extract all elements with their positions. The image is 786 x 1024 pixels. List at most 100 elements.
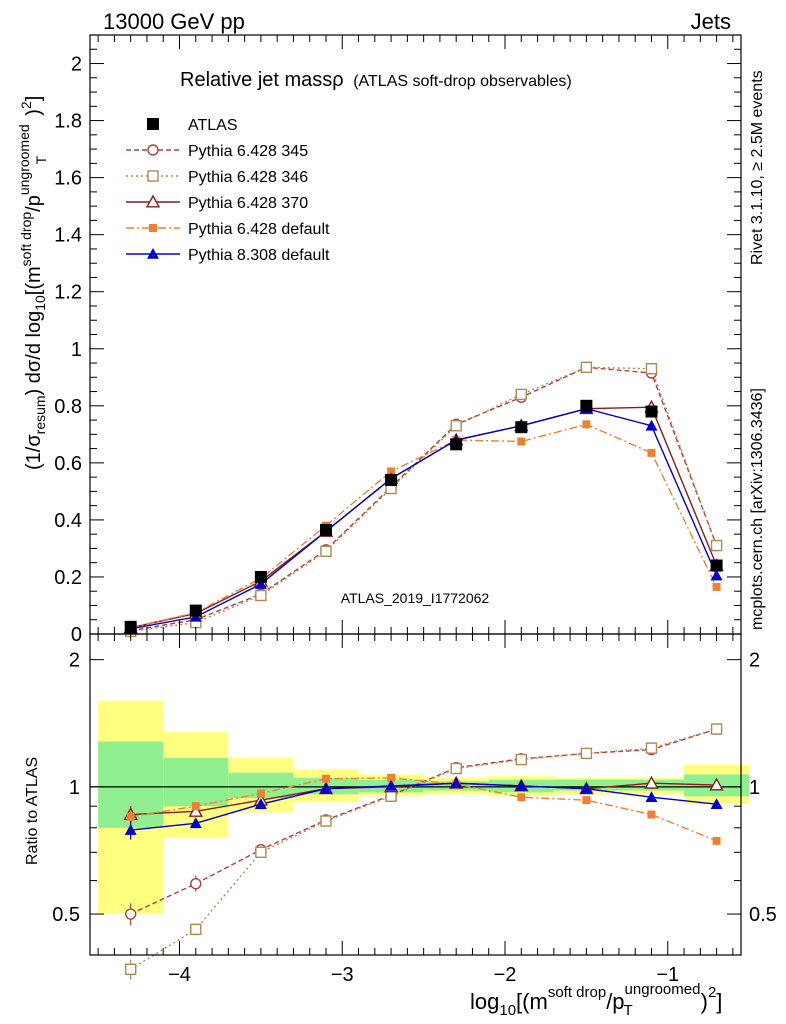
data-point-atlas	[645, 405, 658, 418]
data-point-pythia-6-428-default	[712, 582, 721, 591]
ratio-line-pythia-6-428-default	[130, 777, 717, 842]
ratio-y-axis-label: Ratio to ATLAS	[24, 757, 41, 865]
legend-label-pythia-6-428-default: Pythia 6.428 default	[188, 221, 330, 238]
data-point-pythia-8-308-default	[710, 569, 723, 581]
main-y-tick-label: 2	[71, 54, 82, 76]
legend-marker-pythia-6-428-default	[149, 224, 157, 232]
data-point-pythia-6-428-346	[580, 361, 593, 374]
legend-marker-pythia-8-308-default	[147, 248, 159, 259]
header-left: 13000 GeV pp	[103, 9, 245, 34]
data-point-pythia-6-428-346	[320, 545, 332, 557]
ratio-point-pythia-6-428-default	[647, 810, 656, 819]
ratio-panel: −4 −3 −2 −1 0.5 0.5 1 1 2 2	[52, 633, 777, 986]
legend-marker-pythia-6-428-345	[147, 144, 159, 156]
ratio-y-tick-label-left: 2	[69, 650, 80, 672]
ratio-point-pythia-6-428-370	[188, 803, 203, 817]
ratio-point-pythia-6-428-default	[712, 836, 721, 845]
x-axis-label: log10[(msoft drop/pungroomed T)2]	[470, 981, 722, 1019]
chart-title: Relative jet massρ (ATLAS soft-drop obse…	[180, 69, 572, 91]
data-point-atlas	[710, 559, 723, 572]
data-point-pythia-6-428-default	[387, 467, 396, 476]
data-point-atlas	[124, 620, 137, 633]
data-point-pythia-6-428-default	[582, 420, 591, 429]
ratio-point-pythia-8-308-default	[385, 779, 398, 791]
ratio-point-pythia-6-428-346	[450, 762, 462, 775]
ratio-point-pythia-6-428-default	[191, 802, 200, 811]
data-point-atlas	[450, 438, 463, 451]
ratio-point-pythia-6-428-default	[582, 796, 591, 805]
data-point-atlas	[254, 570, 267, 583]
data-point-pythia-8-308-default	[645, 419, 658, 431]
ratio-y-tick-label-right: 1	[749, 777, 760, 799]
data-point-pythia-6-428-346	[255, 589, 267, 602]
ratio-point-pythia-6-428-default	[321, 774, 330, 783]
ratio-frame	[89, 633, 742, 956]
main-y-tick-label: 1.4	[54, 225, 82, 247]
ratio-y-tick-label-right: 2	[749, 650, 760, 672]
ratio-point-pythia-8-308-default	[319, 782, 332, 794]
mcplots-label: mcplots.cern.ch [arXiv:1306.3436]	[749, 388, 766, 630]
ratio-point-pythia-8-308-default	[254, 798, 267, 809]
legend-marker-pythia-6-428-370	[145, 194, 161, 208]
main-y-tick-label: 1.2	[54, 282, 82, 304]
ratio-point-pythia-6-428-346	[124, 963, 137, 976]
series-line-pythia-6-428-default	[130, 423, 718, 629]
ratio-point-pythia-6-428-default	[387, 773, 396, 782]
ratio-point-pythia-8-308-default	[710, 798, 723, 809]
legend-label-pythia-6-428-345: Pythia 6.428 345	[188, 143, 308, 160]
legend-label-pythia-6-428-370: Pythia 6.428 370	[188, 195, 308, 212]
main-panel: 0 0.2 0.4 0.6 0.8 1 1.2 1.4 1.6 1.8 2	[54, 34, 742, 646]
ratio-point-pythia-6-428-346	[515, 753, 527, 766]
chart-subtitle: (ATLAS soft-drop observables)	[353, 73, 571, 90]
ratio-point-pythia-6-428-346	[580, 747, 593, 760]
rivet-label: Rivet 3.1.10, ≥ 2.5M events	[749, 70, 766, 265]
main-y-tick-label: 1	[71, 339, 82, 361]
x-tick-label: −1	[656, 964, 679, 986]
ratio-point-pythia-6-428-346	[710, 723, 723, 735]
ratio-point-pythia-6-428-346	[645, 742, 658, 754]
data-point-pythia-6-428-346	[710, 539, 723, 552]
main-y-tick-label: 0.8	[54, 396, 82, 418]
header-right: Jets	[691, 9, 731, 34]
data-point-pythia-8-308-default	[254, 578, 267, 589]
ratio-point-pythia-8-308-default	[450, 777, 463, 789]
ratio-point-pythia-8-308-default	[580, 782, 593, 794]
ratio-line-pythia-8-308-default	[130, 782, 717, 831]
ratio-point-pythia-6-428-346	[385, 790, 397, 802]
data-point-pythia-6-428-346	[450, 420, 462, 432]
ratio-point-pythia-6-428-370	[709, 777, 724, 791]
ratio-line-pythia-6-428-345	[130, 728, 717, 915]
legend-marker-pythia-6-428-346	[147, 170, 159, 182]
data-point-atlas	[189, 604, 202, 617]
legend: ATLAS Pythia 6.428 345 Pythia 6.428 346 Pyt…	[126, 117, 330, 264]
main-y-tick-label: 0.2	[54, 567, 82, 589]
data-point-atlas	[385, 473, 398, 486]
data-point-pythia-6-428-default	[517, 437, 526, 446]
ratio-point-pythia-6-428-346	[320, 815, 332, 827]
ratio-y-tick-label-left: 0.5	[52, 904, 80, 926]
ratio-point-pythia-6-428-default	[126, 812, 135, 821]
data-point-pythia-6-428-346	[645, 363, 658, 375]
analysis-watermark: ATLAS_2019_I1772062	[341, 590, 490, 606]
ratio-point-pythia-8-308-default	[645, 791, 658, 803]
main-y-tick-label: 1.6	[54, 168, 82, 190]
x-tick-label: −4	[168, 964, 191, 986]
ratio-point-pythia-6-428-default	[517, 793, 526, 802]
data-point-atlas	[319, 523, 332, 536]
data-point-atlas	[580, 399, 593, 412]
ratio-point-pythia-8-308-default	[124, 824, 137, 835]
ratio-point-pythia-6-428-346	[190, 923, 202, 936]
ratio-point-pythia-6-428-345	[190, 877, 202, 890]
main-y-tick-label: 0.6	[54, 453, 82, 475]
series-line-pythia-6-428-345	[130, 366, 718, 632]
main-y-tick-label: 1.8	[54, 111, 82, 133]
x-tick-label: −2	[494, 964, 517, 986]
data-point-atlas	[515, 421, 528, 434]
ratio-line-pythia-6-428-346	[130, 728, 717, 970]
band-green-bin	[163, 758, 229, 807]
legend-label-atlas: ATLAS	[188, 117, 238, 134]
data-point-pythia-6-428-346	[515, 388, 527, 401]
ratio-point-pythia-8-308-default	[189, 817, 202, 829]
ratio-point-pythia-6-428-default	[256, 789, 265, 798]
ratio-point-pythia-8-308-default	[515, 779, 528, 791]
